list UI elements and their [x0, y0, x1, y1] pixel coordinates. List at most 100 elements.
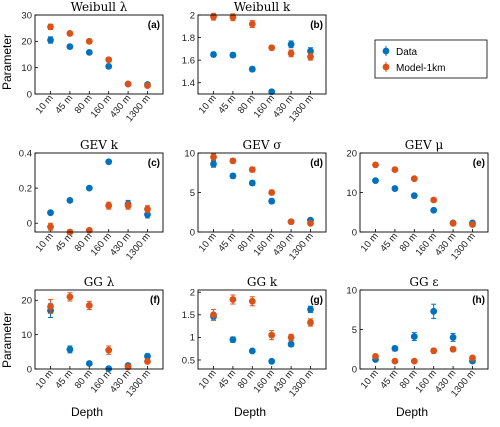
y-tick-label: 1 — [190, 333, 195, 344]
data-point — [268, 88, 276, 96]
data-point — [66, 346, 74, 353]
data-point — [105, 346, 113, 354]
panel-title: GEV μ — [405, 138, 444, 152]
y-tick-label: 5 — [190, 188, 195, 199]
y-tick-label: 2 — [190, 288, 195, 299]
y-tick-label: 20 — [21, 37, 32, 48]
data-point — [66, 30, 74, 37]
panel-title: GEV k — [80, 138, 119, 152]
data-point — [287, 49, 295, 57]
panel-title: GEV σ — [242, 138, 281, 152]
series-data — [47, 36, 151, 88]
data-point — [391, 185, 399, 192]
data-point — [268, 189, 276, 196]
panel-title: GG ε — [409, 275, 438, 289]
data-point — [144, 82, 151, 89]
y-tick-label: 1.5 — [182, 310, 195, 321]
y-tick-label: 0 — [27, 219, 32, 230]
data-point — [248, 166, 256, 173]
x-axis-label-col-3: Depth — [396, 405, 428, 419]
data-point — [410, 333, 418, 341]
x-tick-label: 45 m — [216, 93, 238, 116]
legend-box — [374, 39, 488, 79]
data-point — [268, 44, 276, 52]
y-tick-label: 0 — [352, 364, 357, 375]
y-tick-label: 10 — [21, 330, 32, 341]
x-tick-label: 10 m — [34, 93, 56, 116]
panel-title: GG λ — [84, 275, 115, 289]
x-tick-label: 10 m — [197, 368, 219, 391]
data-point — [124, 80, 132, 88]
data-point — [105, 56, 113, 64]
series-data — [210, 160, 314, 226]
y-axis-label-row-3: Parameter — [0, 312, 14, 368]
data-point — [85, 48, 93, 56]
series-data — [47, 303, 151, 373]
data-point — [210, 311, 217, 319]
data-point — [85, 226, 93, 234]
y-tick-label: 0 — [27, 364, 32, 375]
series-model-1km — [47, 201, 151, 236]
data-point — [410, 175, 418, 183]
data-point — [307, 219, 314, 227]
data-point — [410, 357, 418, 365]
data-point — [307, 47, 314, 55]
x-axis-label-col-2: Depth — [234, 405, 266, 419]
data-point — [47, 223, 54, 231]
data-point — [85, 360, 93, 367]
data-point — [469, 221, 476, 228]
data-point — [469, 354, 476, 362]
data-point — [210, 51, 217, 58]
data-point — [105, 62, 113, 70]
x-tick-label: 10 m — [359, 368, 381, 391]
y-tick-label: 0.2 — [19, 183, 32, 194]
data-point — [287, 40, 295, 48]
data-point — [229, 157, 237, 165]
series-data — [372, 177, 476, 227]
data-point — [144, 358, 151, 365]
series-model-1km — [47, 292, 151, 371]
series-model-1km — [47, 23, 151, 89]
data-point — [124, 202, 132, 210]
data-point — [85, 184, 93, 192]
legend-data-label: Data — [396, 47, 418, 58]
data-point — [210, 160, 217, 168]
legend-data-marker — [382, 47, 390, 55]
data-point — [248, 65, 256, 73]
x-tick-label: 10 m — [34, 231, 56, 254]
x-tick-label: 45 m — [53, 93, 75, 116]
data-point — [268, 197, 276, 205]
data-point — [449, 334, 457, 341]
data-point — [449, 345, 457, 353]
y-tick-label: 10 — [21, 63, 32, 74]
y-tick-label: 0 — [27, 89, 32, 100]
data-point — [47, 209, 54, 217]
data-point — [229, 51, 237, 59]
data-point — [268, 357, 276, 365]
data-point — [372, 352, 379, 360]
x-tick-label: 45 m — [378, 231, 400, 254]
data-point — [229, 336, 237, 344]
data-point — [268, 331, 276, 339]
data-point — [85, 302, 93, 309]
data-point — [307, 319, 314, 326]
panel-title: Weibull λ — [71, 0, 128, 14]
data-point — [287, 334, 295, 341]
series-data — [210, 40, 314, 96]
series-data — [372, 303, 476, 365]
panel-label: (a) — [148, 20, 160, 31]
y-axis-label-row-1: Parameter — [0, 34, 14, 90]
y-tick-label: 10 — [184, 148, 195, 159]
data-point — [229, 172, 237, 180]
data-point — [229, 296, 237, 303]
axes-frame — [197, 152, 327, 233]
data-point — [391, 357, 399, 365]
x-tick-label: 10 m — [197, 93, 219, 116]
series-data — [47, 158, 151, 219]
data-point — [144, 205, 151, 213]
